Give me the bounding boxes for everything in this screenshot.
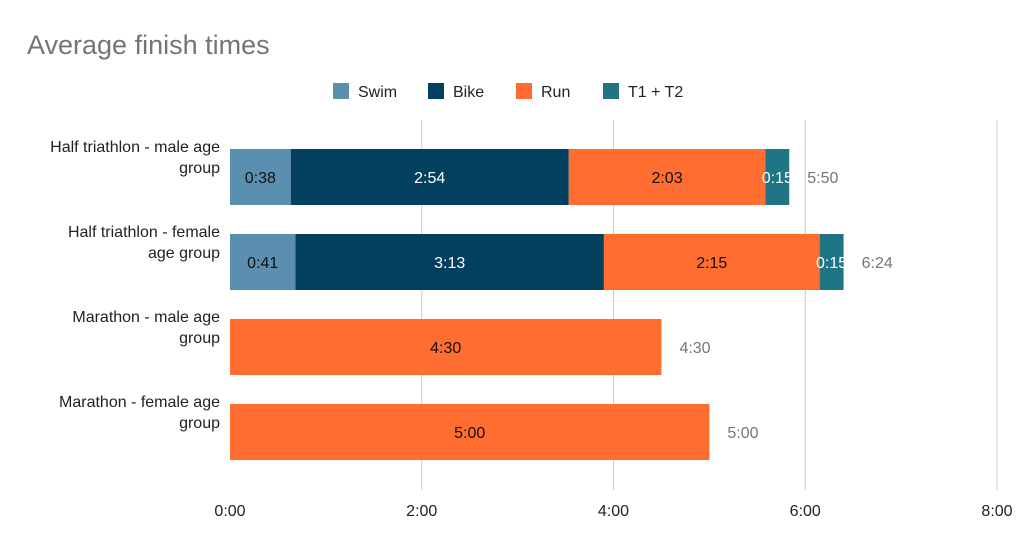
legend-label: T1 + T2 — [628, 84, 683, 101]
bar-value-label: 0:15 — [762, 170, 793, 187]
x-tick-label: 6:00 — [790, 503, 821, 520]
bar-value-label: 0:41 — [247, 255, 278, 272]
category-label-line: group — [179, 415, 220, 432]
legend-label: Bike — [453, 84, 484, 101]
bar-value-label: 5:00 — [454, 425, 485, 442]
bar-segment-bike — [295, 234, 604, 290]
category-label: Marathon - female age group — [59, 394, 220, 432]
bar-segment-run — [568, 149, 766, 205]
category-label: Marathon - male age group — [72, 309, 220, 347]
bar-value-label: 2:03 — [651, 170, 682, 187]
legend-swatch — [333, 83, 349, 99]
bar-total-label: 5:50 — [807, 170, 838, 187]
legend-swatch — [603, 83, 619, 99]
category-label-line: Marathon - female age — [59, 394, 220, 411]
bar-total-label: 4:30 — [679, 340, 710, 357]
bar-segment-t1-t2 — [765, 149, 790, 205]
bar-segment-run — [603, 234, 820, 290]
bar-segment-bike — [290, 149, 569, 205]
legend-swatch — [428, 83, 444, 99]
bar-segment-swim — [230, 149, 291, 205]
bar-value-label: 0:38 — [245, 170, 276, 187]
legend: Swim Bike Run T1 + T2 — [333, 83, 683, 101]
bar-value-label: 3:13 — [434, 255, 465, 272]
legend-item: Bike — [428, 83, 484, 101]
category-label-line: Marathon - male age — [72, 309, 220, 326]
x-tick-label: 2:00 — [406, 503, 437, 520]
category-label: Half triathlon - male age group — [50, 139, 220, 177]
bar-segment-run — [230, 319, 662, 375]
legend-swatch — [516, 83, 532, 99]
legend-item: T1 + T2 — [603, 83, 683, 101]
bar-value-label: 2:15 — [696, 255, 727, 272]
category-label-line: Half triathlon - female — [68, 224, 220, 241]
bar-value-label: 2:54 — [414, 170, 445, 187]
bar-value-label: 4:30 — [430, 340, 461, 357]
bar-segment-run — [230, 404, 710, 460]
legend-item: Swim — [333, 83, 397, 101]
legend-item: Run — [516, 83, 570, 101]
bar-total-label: 5:00 — [727, 425, 758, 442]
bars: 0:38 2:54 2:03 0:15 5:50 0:41 3:13 2:15 0:15 6:24… — [230, 149, 893, 460]
category-label-line: age group — [148, 245, 220, 262]
x-axis-ticks: 0:00 2:00 4:00 6:00 8:00 — [214, 503, 1012, 520]
bar-value-label: 0:15 — [816, 255, 847, 272]
x-tick-label: 8:00 — [981, 503, 1012, 520]
bar-segment-swim — [230, 234, 296, 290]
category-label-line: Half triathlon - male age — [50, 139, 220, 156]
bar-total-label: 6:24 — [862, 255, 893, 272]
category-label: Half triathlon - female age group — [68, 224, 220, 262]
bar-segment-t1-t2 — [819, 234, 844, 290]
legend-label: Run — [541, 84, 570, 101]
category-label-line: group — [179, 330, 220, 347]
x-tick-label: 4:00 — [598, 503, 629, 520]
category-label-line: group — [179, 160, 220, 177]
legend-label: Swim — [358, 84, 397, 101]
x-tick-label: 0:00 — [214, 503, 245, 520]
chart-title: Average finish times — [27, 30, 270, 60]
